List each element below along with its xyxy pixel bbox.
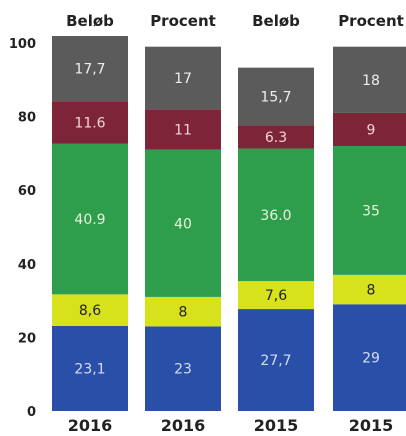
y-tick-label: 80 xyxy=(18,111,36,126)
x-tick-label: 2016 xyxy=(68,416,113,435)
bar-segment xyxy=(52,101,128,144)
bar-segment xyxy=(145,296,221,327)
bar-segment xyxy=(238,309,314,411)
bar-segment xyxy=(52,36,128,102)
column-header: Beløb xyxy=(66,12,114,30)
bar-column: Beløb 27,7 7,6 36.0 6.3 15,7 2015 xyxy=(238,12,314,435)
x-tick-label: 2016 xyxy=(161,416,206,435)
data-label: 11 xyxy=(174,122,192,138)
bar-segment xyxy=(333,46,406,113)
x-tick-label: 2015 xyxy=(254,416,299,435)
bar-segment xyxy=(145,46,221,110)
bar-columns: Beløb 23,1 8,6 40.9 11.6 17,7 2016 Procent 23 8 40… xyxy=(52,12,406,435)
y-tick-label: 40 xyxy=(18,258,36,273)
data-label: 27,7 xyxy=(260,353,291,369)
data-label: 35 xyxy=(362,203,380,219)
data-label: 36.0 xyxy=(260,208,291,224)
bar-column: Procent 29 8 35 9 18 2015 xyxy=(333,12,406,435)
bar-segment xyxy=(238,67,314,126)
y-tick-label: 100 xyxy=(9,37,36,52)
bar-segment xyxy=(52,294,128,326)
bar-segment xyxy=(52,325,128,411)
bar-segment xyxy=(145,326,221,411)
column-header: Procent xyxy=(338,12,404,30)
y-tick-label: 0 xyxy=(27,405,36,420)
x-tick-label: 2015 xyxy=(349,416,394,435)
data-label: 8 xyxy=(179,305,188,321)
data-label: 8,6 xyxy=(79,303,101,319)
bar-segment xyxy=(145,149,221,297)
y-axis: 0 20 40 60 80 100 xyxy=(9,37,36,420)
data-label: 40 xyxy=(174,216,192,232)
bar-segment xyxy=(238,148,314,282)
data-label: 7,6 xyxy=(265,288,287,304)
bar-segment xyxy=(333,112,406,147)
bar-segment xyxy=(52,143,128,295)
data-label: 23 xyxy=(174,362,192,378)
bar-segment xyxy=(333,146,406,275)
bar-segment xyxy=(238,125,314,149)
data-label: 6.3 xyxy=(265,130,287,146)
data-label: 17 xyxy=(174,71,192,87)
data-label: 9 xyxy=(367,122,376,138)
data-label: 8 xyxy=(367,283,376,299)
data-label: 11.6 xyxy=(74,115,105,131)
bar-segment xyxy=(145,109,221,150)
data-label: 15,7 xyxy=(260,90,291,106)
bar-segment xyxy=(333,304,406,411)
data-label: 29 xyxy=(362,351,380,367)
y-tick-label: 20 xyxy=(18,331,36,346)
data-label: 23,1 xyxy=(74,361,105,377)
data-label: 40.9 xyxy=(74,212,105,228)
bar-segment xyxy=(333,274,406,305)
column-header: Beløb xyxy=(252,12,300,30)
bar-column: Beløb 23,1 8,6 40.9 11.6 17,7 2016 xyxy=(52,12,128,435)
data-label: 18 xyxy=(362,73,380,89)
column-header: Procent xyxy=(150,12,216,30)
bar-segment xyxy=(238,281,314,310)
y-tick-label: 60 xyxy=(18,184,36,199)
data-label: 17,7 xyxy=(74,62,105,78)
bar-column: Procent 23 8 40 11 17 2016 xyxy=(145,12,221,435)
